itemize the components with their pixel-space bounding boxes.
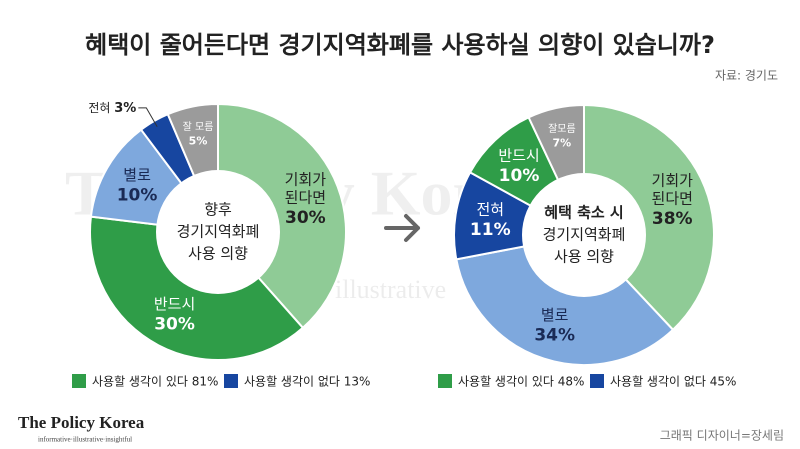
slice-value: 30% [285,208,326,228]
slice-value: 38% [652,209,693,229]
source: 자료: 경기도 [715,69,778,83]
legend-swatch [438,374,452,388]
arrow [384,214,420,242]
slice-value: 34% [534,325,575,345]
title: 혜택이 줄어든다면 경기지역화폐를 사용하실 의향이 있습니까? [85,31,715,59]
pie-slice [455,233,675,366]
legend-label: 사용할 생각이 없다 13% [244,375,370,389]
slice-label: 전혀 3% [88,100,136,115]
legend-swatch [590,374,604,388]
center-label: 사용 의향 [188,245,248,263]
slice-category: 별로 [541,306,569,324]
slice-value: 3% [114,100,136,115]
legend-label: 사용할 생각이 없다 45% [610,375,736,389]
slice-category: 별로 [123,166,151,184]
slice-value: 10% [117,185,158,205]
center-label: 경기지역화폐 [177,223,260,241]
donut-hole [522,173,646,297]
slice-category: 된다면 [652,190,693,208]
slice-category: 기회가 [285,170,327,188]
legend-swatch [72,374,86,388]
slice-value: 10% [499,166,540,186]
slice-category: 잘모름 [548,123,576,135]
center-label: 사용 의향 [554,248,614,266]
pie-slice [217,102,347,330]
slice-category: 기회가 [652,172,694,190]
slice-category: 전혀 [476,201,504,219]
tagline: informative·illustrative·insightful [38,436,132,444]
brand: The Policy Korea [18,413,145,432]
legend-swatch [224,374,238,388]
legend-label: 사용할 생각이 있다 48% [458,375,584,389]
slice-value: 30% [154,315,195,335]
legend-label: 사용할 생각이 있다 81% [92,375,218,389]
slice-value: 11% [470,220,511,240]
slice-category: 된다면 [285,188,326,206]
credit: 그래픽 디자이너=장세림 [660,429,784,443]
center-label: 경기지역화폐 [543,226,626,244]
slice-category: 반드시 [154,295,195,313]
slice-value: 7% [553,137,572,150]
donut-hole [156,170,280,294]
pie-slice [583,103,715,332]
leader-line [138,107,158,127]
slice-value: 5% [189,135,208,148]
slice-category: 잘 모름 [183,121,214,133]
slice-category: 반드시 [498,146,539,164]
center-label: 혜택 축소 시 [544,204,623,222]
slice-category: 전혀 [88,100,110,114]
watermark: illustrative [335,275,446,304]
center-label: 향후 [204,201,232,219]
